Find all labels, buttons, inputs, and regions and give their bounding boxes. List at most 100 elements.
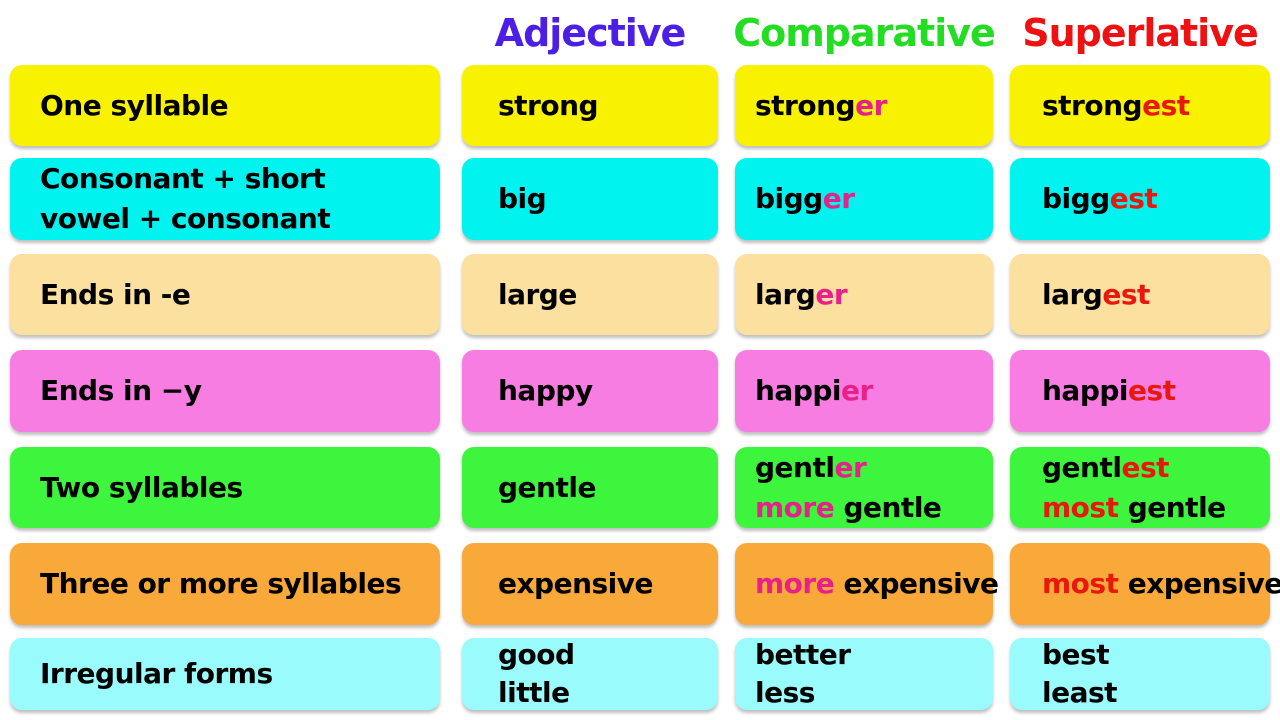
cell-adjective: happy [462, 350, 718, 432]
cell-line: least [1042, 674, 1270, 712]
cell-superlative: largest [1010, 254, 1270, 335]
word-text: Two syllables [40, 470, 243, 504]
cell-comparative: happier [735, 350, 993, 432]
cell-line: gentler [755, 448, 993, 488]
cell-line: better [755, 636, 993, 674]
cell-line: more expensive [755, 564, 999, 604]
cell-adjective: gentle [462, 447, 718, 528]
cell-rule: Ends in -e [10, 254, 440, 335]
word-text: larg [1042, 277, 1103, 311]
cell-line: expensive [498, 564, 718, 604]
cell-line: gentlest [1042, 448, 1270, 488]
header-comparative: Comparative [733, 11, 996, 55]
cell-superlative: gentlest most gentle [1010, 447, 1270, 528]
cell-line: good [498, 636, 718, 674]
word-text: gentle [834, 490, 942, 524]
word-text: little [498, 676, 570, 709]
word-text: Consonant + short [40, 162, 326, 195]
cell-adjective: large [462, 254, 718, 335]
suffix-highlight: er [815, 277, 848, 311]
cell-rule: Ends in −y [10, 350, 440, 432]
word-text: least [1042, 676, 1118, 709]
word-text: One syllable [40, 88, 229, 122]
cell-line: happy [498, 371, 718, 411]
word-text: gentle [498, 470, 596, 504]
suffix-highlight: est [1142, 88, 1190, 122]
cell-line: less [755, 674, 993, 712]
suffix-highlight: more [755, 567, 835, 600]
word-text: expensive [1118, 567, 1280, 600]
word-text: best [1042, 638, 1110, 671]
cell-line: Three or more syllables [40, 564, 440, 604]
cell-comparative: bigger [735, 158, 993, 240]
suffix-highlight: est [1121, 450, 1169, 484]
word-text: gentl [1042, 450, 1122, 484]
suffix-highlight: more [755, 490, 835, 524]
suffix-highlight: er [834, 450, 867, 484]
word-text: Irregular forms [40, 657, 273, 690]
cell-comparative: stronger [735, 65, 993, 146]
cell-superlative: best least [1010, 638, 1270, 710]
suffix-highlight: er [822, 182, 855, 215]
word-text: gentl [755, 450, 835, 484]
cell-line: Consonant + short [40, 159, 440, 199]
suffix-highlight: est [1109, 182, 1158, 215]
word-text: strong [498, 88, 599, 122]
cell-rule: Two syllables [10, 447, 440, 528]
cell-line: best [1042, 636, 1270, 674]
cell-rule: Consonant + short vowel + consonant [10, 158, 440, 240]
word-text: strong [1042, 88, 1143, 122]
word-text: vowel + consonant [40, 202, 331, 235]
word-text: expensive [834, 567, 999, 600]
cell-comparative: gentler more gentle [735, 447, 993, 528]
cell-line: strongest [1042, 86, 1270, 126]
word-text: Ends in −y [40, 374, 202, 407]
suffix-highlight: most [1042, 567, 1119, 600]
cell-line: Ends in −y [40, 371, 440, 411]
cell-line: big [498, 179, 718, 219]
cell-line: One syllable [40, 86, 440, 126]
header-superlative: Superlative [1022, 11, 1259, 55]
cell-line: most gentle [1042, 488, 1270, 528]
cell-line: little [498, 674, 718, 712]
word-text: happi [1042, 374, 1129, 407]
cell-adjective: good little [462, 638, 718, 710]
cell-line: biggest [1042, 179, 1270, 219]
word-text: better [755, 638, 851, 671]
word-text: Ends in -e [40, 277, 191, 311]
cell-line: bigger [755, 179, 993, 219]
cell-line: most expensive [1042, 564, 1280, 604]
cell-line: stronger [755, 86, 993, 126]
cell-superlative: most expensive [1010, 543, 1280, 625]
word-text: expensive [498, 567, 654, 600]
cell-line: largest [1042, 275, 1270, 315]
cell-line: more gentle [755, 488, 993, 528]
header-adjective: Adjective [494, 11, 687, 55]
cell-line: Two syllables [40, 468, 440, 508]
word-text: less [755, 676, 815, 709]
word-text: large [498, 277, 577, 311]
word-text: bigg [1042, 182, 1110, 215]
word-text: larg [755, 277, 816, 311]
cell-line: happier [755, 371, 993, 411]
cell-superlative: strongest [1010, 65, 1270, 146]
word-text: good [498, 638, 575, 671]
cell-line: strong [498, 86, 718, 126]
cell-superlative: happiest [1010, 350, 1270, 432]
cell-line: larger [755, 275, 993, 315]
word-text: bigg [755, 182, 823, 215]
word-text: strong [755, 88, 856, 122]
cell-line: large [498, 275, 718, 315]
cell-line: gentle [498, 468, 718, 508]
cell-adjective: strong [462, 65, 718, 146]
cell-comparative: more expensive [735, 543, 999, 625]
cell-line: Irregular forms [40, 655, 440, 693]
suffix-highlight: er [855, 88, 887, 122]
cell-comparative: better less [735, 638, 993, 710]
word-text: gentle [1118, 490, 1226, 524]
cell-superlative: biggest [1010, 158, 1270, 240]
suffix-highlight: est [1102, 277, 1150, 311]
word-text: Three or more syllables [40, 567, 402, 600]
word-text: big [498, 182, 547, 215]
word-text: happi [755, 374, 842, 407]
